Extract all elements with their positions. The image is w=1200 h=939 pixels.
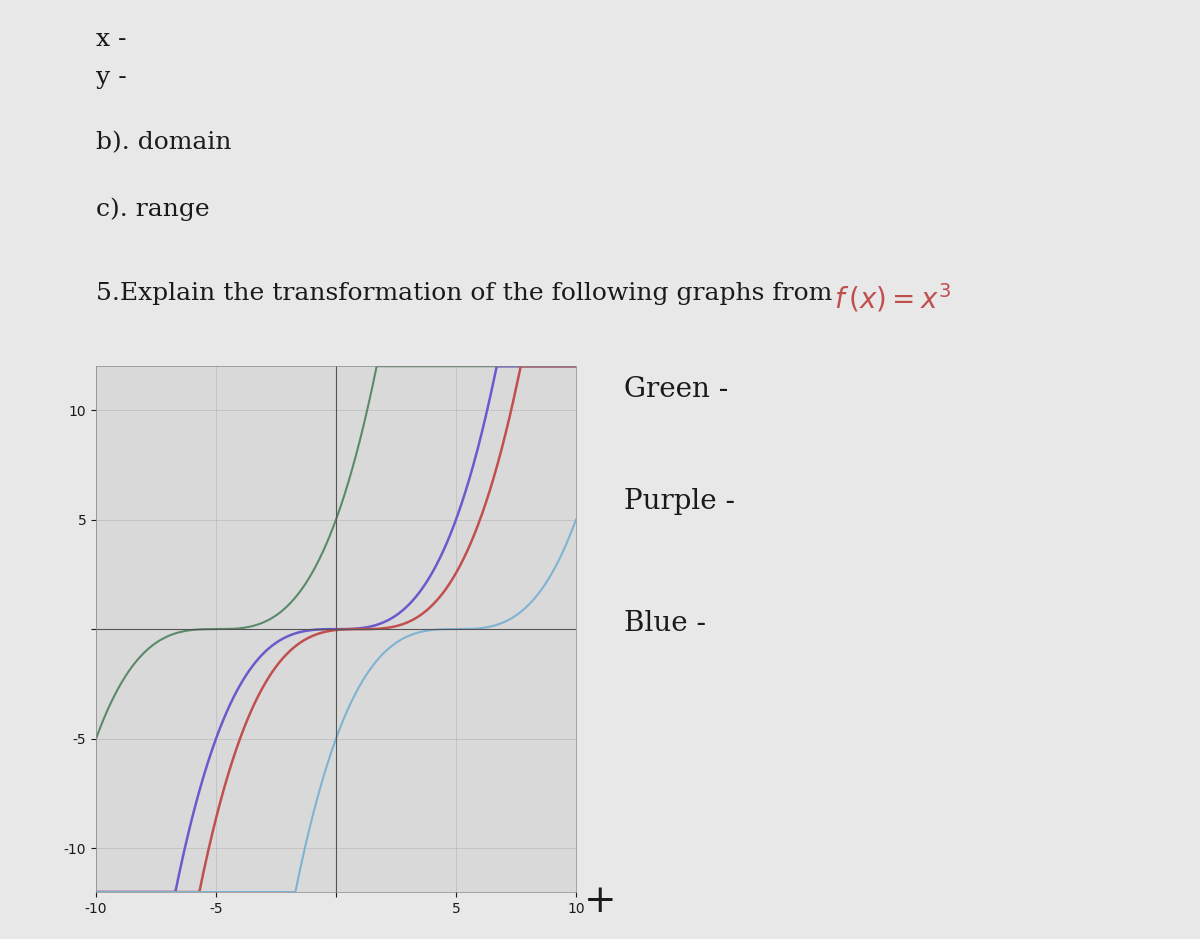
Text: +: + [583, 884, 617, 920]
Text: Blue -: Blue - [624, 610, 706, 638]
Text: Green -: Green - [624, 376, 728, 403]
Text: c). range: c). range [96, 197, 210, 221]
Text: Purple -: Purple - [624, 488, 734, 516]
Text: x -: x - [96, 28, 126, 51]
Text: b). domain: b). domain [96, 131, 232, 154]
Text: $f\,(x) = x^3$: $f\,(x) = x^3$ [834, 282, 950, 315]
Text: y -: y - [96, 66, 127, 88]
Text: 5.Explain the transformation of the following graphs from: 5.Explain the transformation of the foll… [96, 282, 848, 304]
